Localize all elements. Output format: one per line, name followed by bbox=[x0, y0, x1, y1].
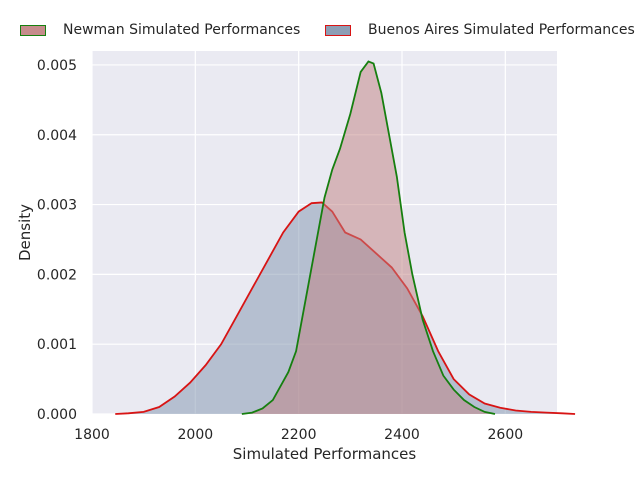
y-tick-label: 0.000 bbox=[37, 407, 77, 423]
density-line-newman bbox=[241, 60, 496, 415]
y-tick-label: 0.002 bbox=[37, 267, 77, 283]
legend-swatch-newman bbox=[20, 24, 46, 36]
x-tick-label: 2200 bbox=[281, 427, 317, 443]
tick-labels: 1800 2000 2200 2400 2600 0.000 0.001 0.002 0.003… bbox=[37, 58, 523, 443]
legend: Newman Simulated Performances Buenos Air… bbox=[0, 0, 640, 60]
legend-item-newman: Newman Simulated Performances bbox=[20, 21, 300, 39]
x-tick-label: 2600 bbox=[488, 427, 524, 443]
x-tick-label: 2000 bbox=[178, 427, 214, 443]
x-axis-label: Simulated Performances bbox=[233, 445, 417, 463]
legend-label-newman: Newman Simulated Performances bbox=[63, 22, 301, 38]
x-tick-label: 1800 bbox=[74, 427, 110, 443]
y-tick-label: 0.005 bbox=[37, 58, 77, 74]
density-fill-newman bbox=[241, 61, 495, 414]
y-tick-label: 0.003 bbox=[37, 198, 77, 214]
y-tick-label: 0.004 bbox=[37, 128, 77, 144]
legend-item-buenos-aires: Buenos Aires Simulated Performances bbox=[325, 21, 635, 39]
x-tick-label: 2400 bbox=[384, 427, 420, 443]
y-tick-label: 0.001 bbox=[37, 337, 77, 353]
density-areas bbox=[115, 60, 576, 415]
legend-swatch-buenos-aires bbox=[325, 24, 351, 36]
y-axis-label: Density bbox=[16, 204, 34, 261]
legend-label-buenos-aires: Buenos Aires Simulated Performances bbox=[368, 22, 635, 38]
